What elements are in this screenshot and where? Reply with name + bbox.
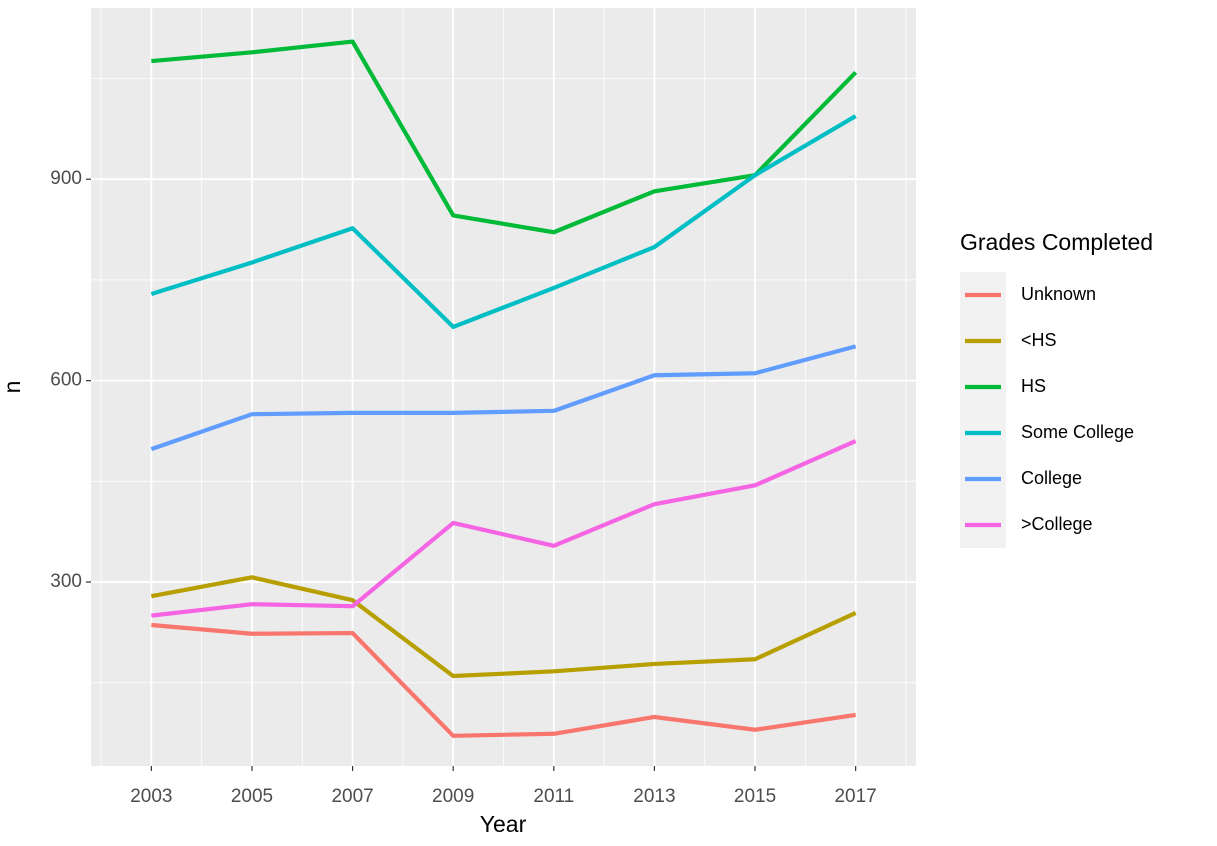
legend-label: >College <box>1021 514 1093 534</box>
legend-label: Unknown <box>1021 284 1096 304</box>
x-tick-label: 2017 <box>834 786 876 807</box>
x-axis-title: Year <box>480 811 527 837</box>
x-tick-label: 2005 <box>231 786 273 807</box>
legend-label: College <box>1021 468 1082 488</box>
series-line <box>150 114 857 330</box>
series-line <box>150 575 857 679</box>
series-line <box>151 439 857 618</box>
series-line <box>150 344 857 452</box>
x-tick-label: 2015 <box>734 786 776 807</box>
y-tick-label: 600 <box>50 370 82 391</box>
legend-label: HS <box>1021 376 1046 396</box>
y-tick-label: 900 <box>50 168 82 189</box>
x-tick-label: 2007 <box>331 786 373 807</box>
series-line <box>151 39 858 235</box>
series-line <box>151 622 856 738</box>
y-tick-label: 300 <box>50 571 82 592</box>
legend-title: Grades Completed <box>960 229 1153 255</box>
x-tick-label: 2011 <box>533 786 574 807</box>
x-tick-label: 2003 <box>130 786 172 807</box>
x-tick-label: 2013 <box>633 786 675 807</box>
legend-label: Some College <box>1021 422 1134 442</box>
legend-label: <HS <box>1021 330 1057 350</box>
y-axis-title: n <box>0 381 25 394</box>
x-tick-label: 2009 <box>432 786 474 807</box>
legend-keys <box>960 272 1006 548</box>
